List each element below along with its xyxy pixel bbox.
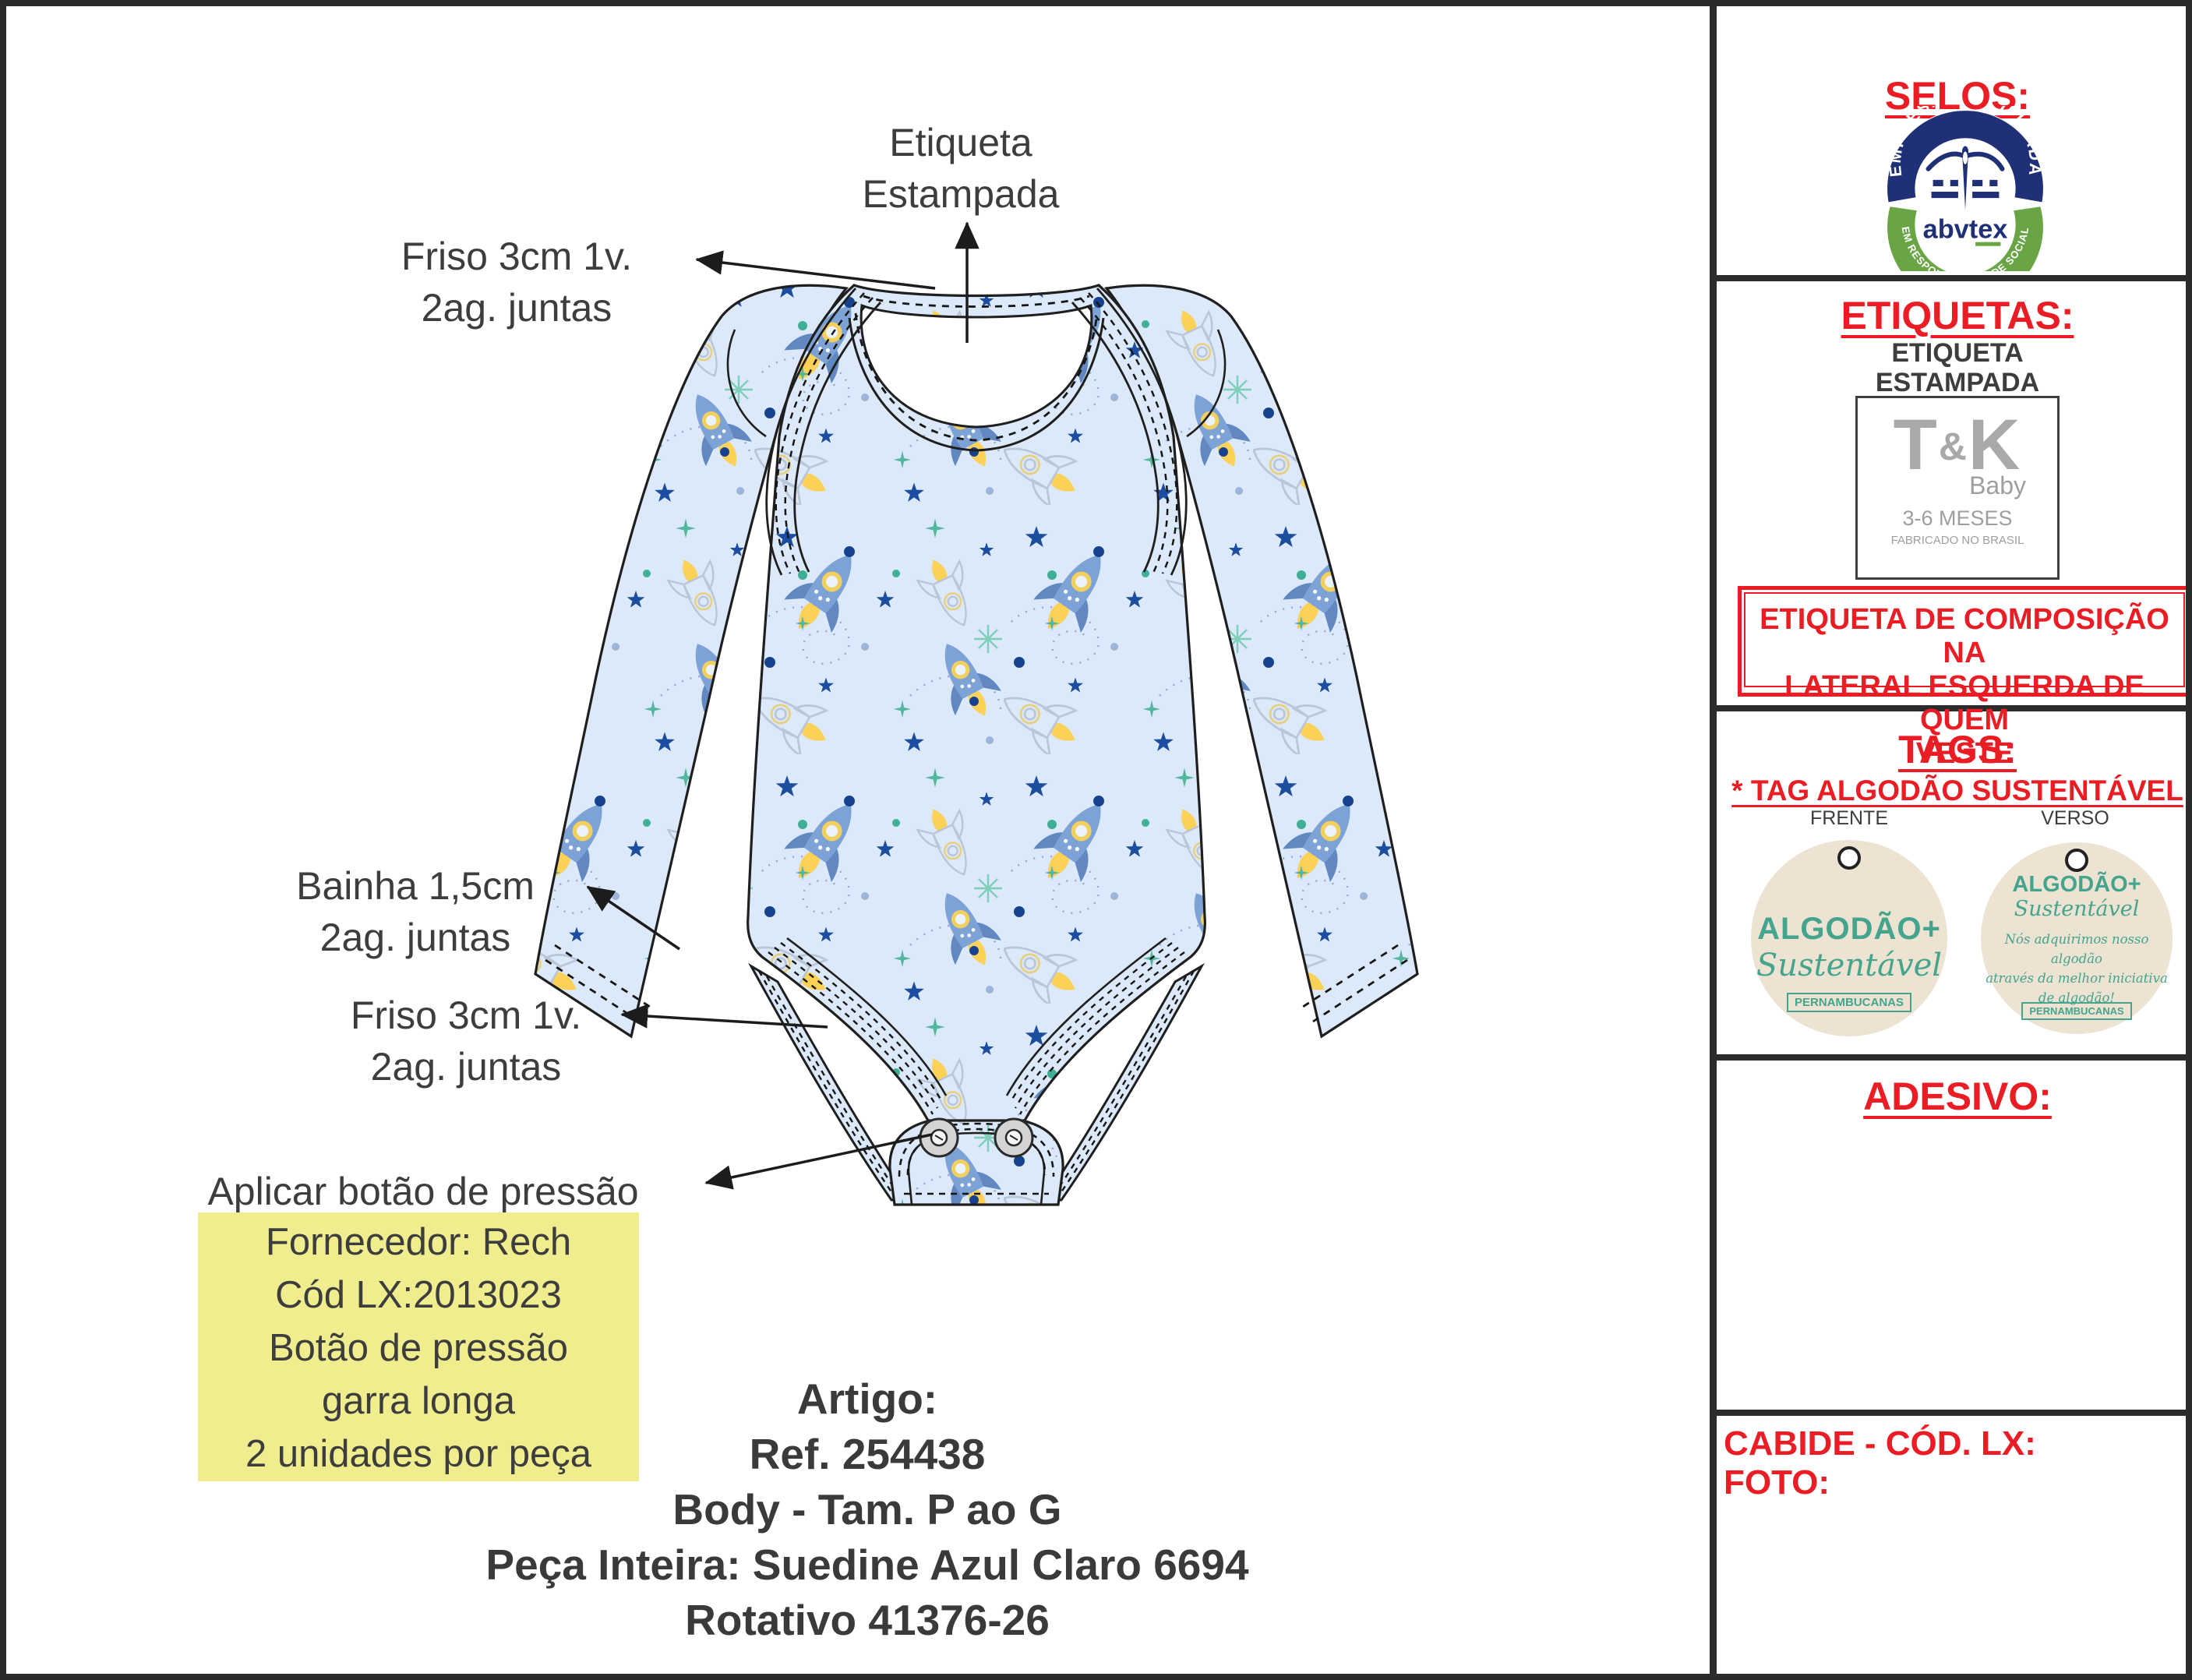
article-line: Artigo: bbox=[796, 1375, 938, 1423]
composition-label-notice: ETIQUETA DE COMPOSIÇÃO NA LATERAL ESQUER… bbox=[1738, 586, 2186, 770]
callout-line: 2ag. juntas bbox=[319, 916, 511, 959]
tag-hole bbox=[2065, 849, 2088, 872]
etiqueta-type: ETIQUETA ESTAMPADA bbox=[1717, 338, 2186, 397]
callout-line: Aplicar botão de pressão bbox=[207, 1170, 639, 1213]
article-line: Peça Inteira: Suedine Azul Claro 6694 bbox=[485, 1541, 1249, 1589]
etiqueta-type-line: ESTAMPADA bbox=[1875, 368, 2040, 397]
supplier-note-line: garra longa bbox=[322, 1380, 515, 1422]
hang-tag-front: ALGODÃO+ Sustentável PERNAMBUCANAS bbox=[1751, 840, 1947, 1036]
supplier-note-line: Cód LX:2013023 bbox=[275, 1274, 562, 1316]
callout-arrow-botao bbox=[704, 1133, 933, 1190]
section-divider bbox=[1717, 1410, 2186, 1416]
tag-verso-text-line: através da melhor iniciativa bbox=[1986, 971, 2168, 986]
tek-letter: K bbox=[1968, 405, 2022, 485]
etiqueta-type-line: ETIQUETA bbox=[1891, 338, 2024, 368]
tek-letter: & bbox=[1938, 425, 1968, 468]
callout-botao-pressao: Aplicar botão de pressão bbox=[146, 1166, 700, 1217]
badge-brand-underline bbox=[1975, 242, 2001, 246]
tek-baby-text: Baby bbox=[1969, 471, 2026, 499]
tags-title: TAGS: bbox=[1898, 728, 2017, 771]
tag-front-line2: Sustentável bbox=[1756, 948, 1943, 983]
hang-tag-verso: ALGODÃO+ Sustentável Nós adquirimos noss… bbox=[1981, 842, 2173, 1034]
tag-verso-line2: Sustentável bbox=[2014, 897, 2140, 921]
badge-brand-text: abvtex bbox=[1923, 215, 2008, 245]
callout-line: Friso 3cm 1v. bbox=[350, 994, 582, 1037]
tag-brand: PERNAMBUCANAS bbox=[1981, 1002, 2173, 1020]
leg-binding-front-right bbox=[1005, 937, 1185, 1115]
snap-button bbox=[994, 1117, 1034, 1158]
pernambucanas-logo: PERNAMBUCANAS bbox=[2021, 1002, 2132, 1020]
callout-arrow-friso-bottom bbox=[620, 1004, 828, 1029]
label-origin: FABRICADO NO BRASIL bbox=[1890, 534, 2024, 547]
callout-arrow-bainha bbox=[586, 885, 680, 951]
neckline bbox=[848, 295, 1105, 452]
article-info: Artigo: Ref. 254438 Body - Tam. P ao G P… bbox=[318, 1371, 1417, 1648]
torso bbox=[747, 284, 1206, 1122]
callout-line: 2ag. juntas bbox=[421, 286, 612, 330]
section-divider bbox=[1717, 275, 2186, 281]
snap-button bbox=[919, 1117, 959, 1158]
callout-line: Estampada bbox=[862, 172, 1060, 216]
tag-verso-text-line: de algodão! bbox=[2038, 990, 2116, 1005]
notice-line: VESTE bbox=[1915, 737, 2014, 770]
tag-verso-line1: ALGODÃO+ bbox=[2012, 872, 2141, 897]
callout-bainha: Bainha 1,5cm 2ag. juntas bbox=[263, 860, 567, 963]
callout-friso-top: Friso 3cm 1v. 2ag. juntas bbox=[361, 231, 672, 334]
adesivo-title: ADESIVO: bbox=[1863, 1075, 2052, 1118]
tag-front-label: FRENTE bbox=[1810, 807, 1888, 829]
callout-line: Friso 3cm 1v. bbox=[401, 235, 633, 278]
tag-verso-text-line: Nós adquirimos nosso algodão bbox=[2004, 932, 2149, 966]
supplier-note-line: Fornecedor: Rech bbox=[265, 1221, 572, 1263]
callout-arrow-friso-top bbox=[695, 250, 936, 290]
tek-logo: T&K bbox=[1858, 406, 2057, 485]
supplier-note-line: 2 unidades por peça bbox=[245, 1433, 592, 1475]
crotch-flap bbox=[888, 1114, 1064, 1206]
tags-subtitle: * TAG ALGODÃO SUSTENTÁVEL bbox=[1731, 775, 2183, 806]
supplier-note-line: Botão de pressão bbox=[268, 1327, 569, 1369]
callout-line: Etiqueta bbox=[889, 121, 1032, 164]
tag-verso-label: VERSO bbox=[2041, 807, 2109, 829]
callout-line: Bainha 1,5cm bbox=[296, 864, 535, 908]
etiquetas-title: ETIQUETAS: bbox=[1841, 294, 2074, 337]
article-line: Ref. 254438 bbox=[749, 1430, 986, 1478]
supplier-note: Fornecedor: Rech Cód LX:2013023 Botão de… bbox=[198, 1212, 639, 1481]
foto-field-label: FOTO: bbox=[1724, 1463, 1830, 1502]
sidebar-divider-vertical bbox=[1710, 6, 1717, 1674]
leg-binding-front-left bbox=[768, 937, 948, 1115]
label-size: 3-6 MESES bbox=[1902, 506, 2013, 530]
cabide-field-label: CABIDE - CÓD. LX: bbox=[1724, 1424, 2036, 1463]
article-line: Rotativo 41376-26 bbox=[685, 1596, 1050, 1644]
tek-baby-label: T&K Baby 3-6 MESES FABRICADO NO BRASIL bbox=[1855, 396, 2060, 580]
sleeve-right bbox=[1104, 284, 1419, 1039]
article-line: Body - Tam. P ao G bbox=[672, 1485, 1062, 1534]
garment-technical-drawing bbox=[534, 221, 1419, 1206]
tag-front-line1: ALGODÃO+ bbox=[1757, 912, 1941, 946]
abvtex-certification-badge: EMPRESA CERTIFICADA EM RESPONSABILIDADE … bbox=[1887, 106, 2044, 271]
tag-verso-text: Nós adquirimos nosso algodão através da … bbox=[1981, 930, 2173, 1008]
needle-thread-icon bbox=[1926, 146, 2005, 210]
section-divider bbox=[1717, 1054, 2186, 1061]
notice-line: LATERAL ESQUERDA DE QUEM bbox=[1784, 670, 2144, 736]
tag-hole bbox=[1837, 846, 1861, 870]
notice-line: ETIQUETA DE COMPOSIÇÃO NA bbox=[1760, 603, 2169, 669]
envelope-shoulder-right bbox=[1071, 288, 1227, 576]
callout-line: 2ag. juntas bbox=[370, 1045, 562, 1089]
section-divider bbox=[1717, 705, 2186, 711]
tek-letter: T bbox=[1893, 405, 1939, 485]
callout-etiqueta-estampada: Etiqueta Estampada bbox=[844, 117, 1078, 220]
pernambucanas-logo: PERNAMBUCANAS bbox=[1786, 993, 1911, 1012]
tag-brand: PERNAMBUCANAS bbox=[1751, 993, 1947, 1012]
envelope-shoulder-left bbox=[726, 288, 882, 576]
callout-friso-bottom: Friso 3cm 1v. 2ag. juntas bbox=[314, 990, 618, 1092]
